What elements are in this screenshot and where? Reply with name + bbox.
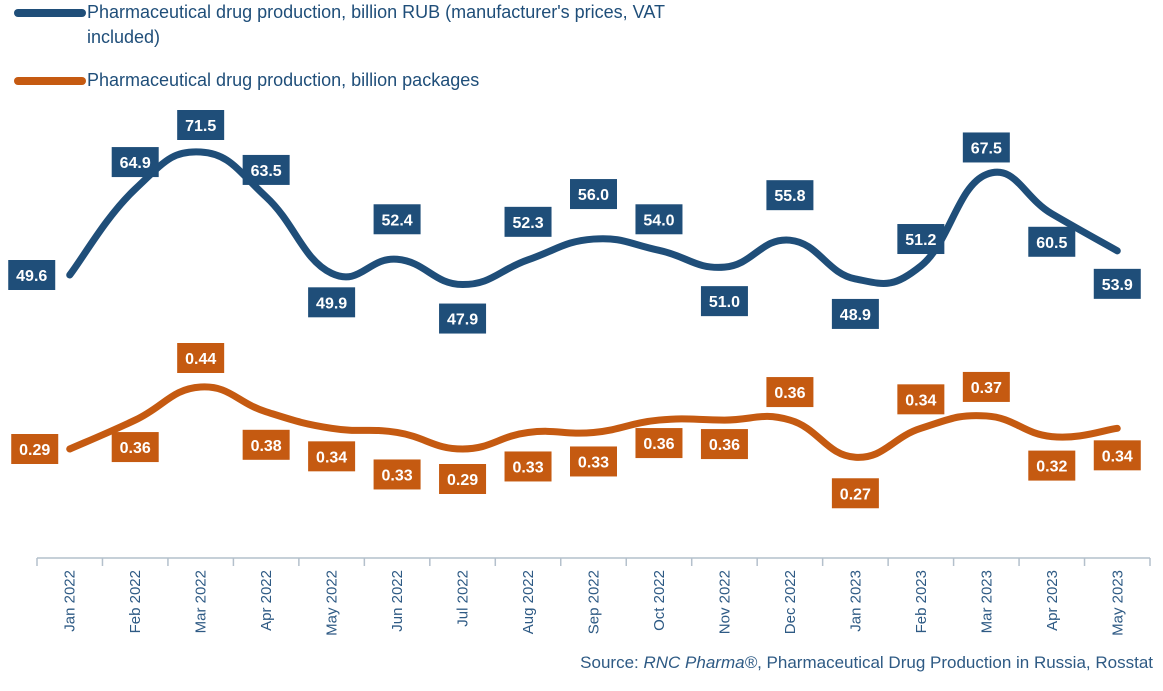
data-label-packages: 0.33: [512, 459, 543, 476]
data-label-box-rub: [308, 287, 356, 318]
data-label-packages: 0.34: [905, 392, 936, 409]
data-label-rub: 48.9: [840, 307, 871, 324]
legend-packages-label: Pharmaceutical drug production, billion …: [87, 70, 480, 90]
x-tick-label: Jun 2022: [389, 570, 406, 632]
data-label-box-packages: [635, 428, 683, 459]
data-label-box-rub: [242, 154, 290, 185]
data-label-packages: 0.37: [971, 380, 1002, 397]
x-tick-label: Feb 2023: [913, 570, 930, 633]
legend-packages-swatch: [14, 77, 86, 85]
data-label-box-packages: [962, 371, 1010, 402]
data-label-box-packages: [242, 429, 290, 460]
data-label-rub: 51.2: [905, 232, 936, 249]
data-label-box-rub: [439, 303, 487, 334]
data-label-rub: 52.3: [512, 215, 543, 232]
x-tick-label: Mar 2023: [978, 570, 995, 633]
data-label-box-rub: [1028, 226, 1076, 257]
data-label-box-rub: [766, 180, 814, 211]
x-tick-label: Mar 2022: [193, 570, 210, 633]
data-label-box-packages: [570, 446, 617, 477]
data-label-box-packages: [766, 377, 814, 408]
data-label-rub: 55.8: [774, 188, 805, 205]
data-label-box-packages: [700, 429, 748, 460]
x-tick-label: Jul 2022: [455, 570, 472, 627]
data-label-box-packages: [439, 464, 487, 494]
source-brand: RNC Pharma®: [643, 653, 758, 672]
data-label-box-packages: [897, 384, 945, 415]
data-label-box-rub: [831, 298, 879, 329]
legend-rub-swatch: [14, 9, 86, 17]
data-label-packages: 0.36: [709, 437, 740, 454]
x-tick-label: May 2023: [1109, 570, 1126, 636]
source-rest: , Pharmaceutical Drug Production in Russ…: [757, 653, 1153, 672]
data-label-packages: 0.29: [19, 442, 50, 459]
data-label-box-packages: [1028, 450, 1076, 481]
data-label-rub: 67.5: [971, 140, 1002, 157]
data-label-box-rub: [504, 206, 552, 237]
data-label-box-packages: [308, 441, 356, 472]
data-label-packages: 0.44: [185, 351, 216, 368]
data-label-packages: 0.29: [447, 472, 478, 489]
data-label-box-rub: [700, 286, 748, 317]
data-label-packages: 0.36: [774, 385, 805, 402]
series-line-packages: [66, 383, 1121, 461]
series-line-rub: [66, 148, 1121, 289]
data-label-packages: 0.38: [251, 438, 282, 455]
source-prefix: Source:: [580, 653, 644, 672]
x-tick-label: Nov 2022: [716, 570, 733, 634]
data-label-box-rub: [111, 147, 159, 178]
x-tick-label: Apr 2023: [1044, 570, 1061, 631]
data-label-box-packages: [111, 432, 159, 463]
data-label-box-rub: [8, 260, 56, 290]
data-label-box-packages: [831, 478, 879, 509]
data-label-packages: 0.34: [316, 449, 347, 466]
data-label-box-packages: [373, 459, 421, 490]
data-label-packages: 0.32: [1036, 459, 1067, 476]
data-label-rub: 54.0: [643, 212, 674, 229]
data-label-rub: 51.0: [709, 294, 740, 311]
data-label-packages: 0.36: [120, 440, 151, 457]
x-tick-label: Dec 2022: [782, 570, 799, 634]
source-note: Source: RNC Pharma®, Pharmaceutical Drug…: [580, 653, 1153, 673]
data-label-packages: 0.34: [1102, 448, 1133, 465]
x-tick-label: Feb 2022: [127, 570, 144, 633]
legend-rub-label: Pharmaceutical drug production, billion …: [87, 2, 665, 47]
data-label-rub: 53.9: [1102, 277, 1133, 294]
data-label-rub: 49.6: [16, 268, 47, 285]
x-tick-label: Sep 2022: [586, 570, 603, 634]
data-label-packages: 0.33: [382, 467, 413, 484]
data-label-rub: 56.0: [578, 187, 609, 204]
data-label-rub: 64.9: [120, 155, 151, 172]
legend-packages: Pharmaceutical drug production, billion …: [14, 68, 714, 93]
data-label-packages: 0.36: [643, 436, 674, 453]
data-label-box-packages: [504, 451, 552, 482]
data-label-rub: 52.4: [382, 212, 413, 229]
data-label-rub: 49.9: [316, 295, 347, 312]
data-label-box-rub: [177, 110, 225, 140]
x-tick-label: Oct 2022: [651, 570, 668, 631]
data-label-box-rub: [570, 179, 617, 210]
data-label-box-rub: [962, 132, 1010, 163]
x-tick-label: Apr 2022: [258, 570, 275, 631]
data-label-rub: 63.5: [251, 163, 282, 180]
data-label-box-rub: [1093, 268, 1141, 299]
x-tick-label: Jan 2022: [62, 570, 79, 632]
data-label-packages: 0.33: [578, 454, 609, 471]
x-tick-label: May 2022: [324, 570, 341, 636]
x-tick-label: Jan 2023: [847, 570, 864, 632]
data-label-packages: 0.27: [840, 486, 871, 503]
data-label-box-rub: [373, 204, 421, 235]
data-label-box-rub: [897, 224, 945, 255]
data-label-rub: 47.9: [447, 312, 478, 329]
legend-rub: Pharmaceutical drug production, billion …: [14, 0, 714, 50]
data-label-rub: 71.5: [185, 118, 216, 135]
data-label-box-packages: [1093, 440, 1141, 471]
data-label-box-packages: [177, 343, 225, 373]
data-label-rub: 60.5: [1036, 235, 1067, 252]
data-label-box-packages: [11, 434, 59, 464]
data-label-box-rub: [635, 204, 683, 235]
x-tick-label: Aug 2022: [520, 570, 537, 634]
